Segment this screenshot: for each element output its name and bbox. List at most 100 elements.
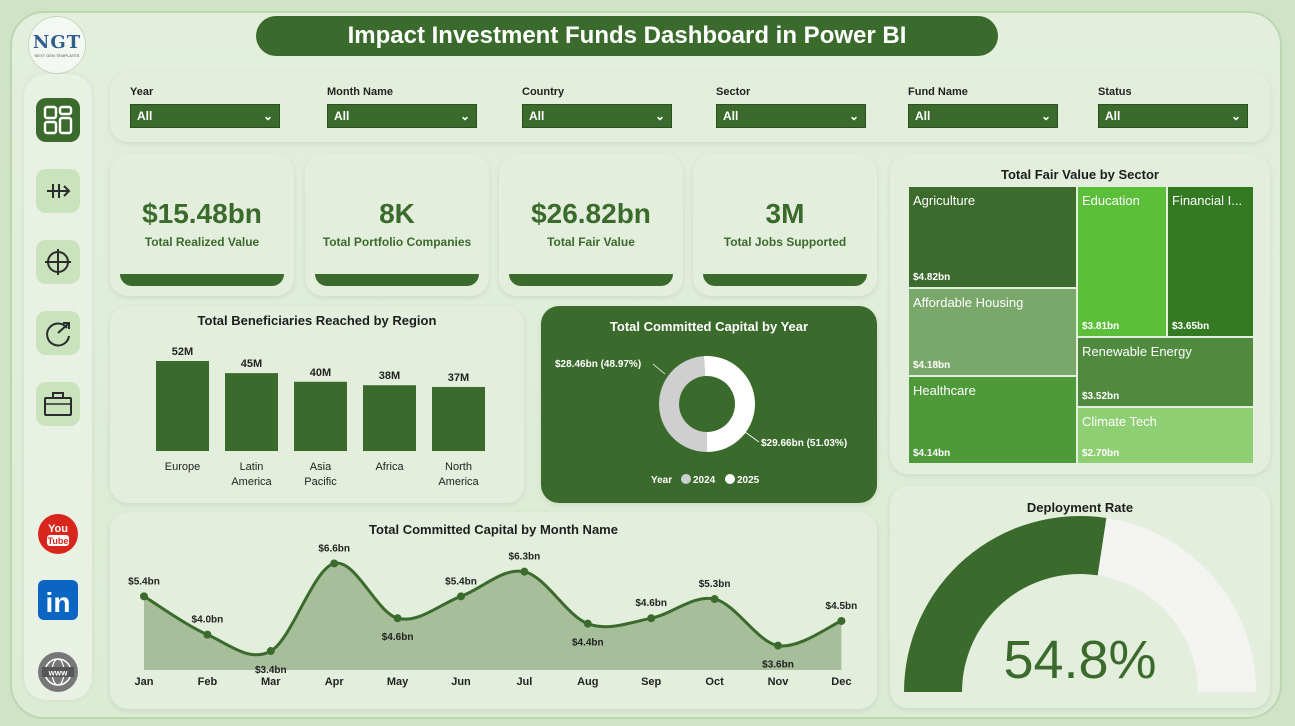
deployment-rate-gauge: 54.8% [904, 516, 1256, 692]
treemap-cell-value: $4.14bn [913, 448, 951, 459]
filter-label: Year [130, 86, 154, 98]
treemap-cell-value: $4.18bn [913, 360, 951, 371]
country-dropdown[interactable]: All ⌄ [522, 104, 672, 128]
ngt-logo: NGT NEXT GEN TEMPLATES [28, 16, 86, 74]
dropdown-value: All [334, 109, 350, 123]
chart-title: Total Committed Capital by Month Name [369, 522, 618, 537]
nav-progress-button[interactable] [36, 311, 80, 355]
treemap-cell[interactable]: Climate Tech $2.70bn [1077, 407, 1254, 464]
chevron-down-icon: ⌄ [459, 109, 470, 123]
treemap-cell-value: $3.52bn [1082, 391, 1120, 402]
x-tick-label: Sep [641, 676, 661, 688]
kpi-label: Total Jobs Supported [723, 235, 847, 249]
point-data-label: $4.6bn [382, 632, 414, 643]
youtube-icon: You Tube [38, 514, 78, 554]
status-dropdown[interactable]: All ⌄ [1098, 104, 1248, 128]
legend-marker [725, 474, 735, 484]
chevron-down-icon: ⌄ [262, 109, 273, 123]
point-data-label: $4.4bn [572, 638, 604, 649]
filter-label: Status [1098, 86, 1132, 98]
linkedin-link[interactable]: in [36, 578, 80, 622]
area-fill [144, 563, 842, 670]
fund-dropdown[interactable]: All ⌄ [908, 104, 1058, 128]
treemap-cell-label: Financial I... [1172, 193, 1243, 208]
treemap-cell-value: $4.82bn [913, 272, 951, 283]
transfer-arrows-icon [47, 184, 71, 198]
treemap-cell-label: Education [1082, 193, 1140, 208]
dropdown-value: All [1105, 109, 1121, 123]
kpi-card-portfolio-companies: 8K Total Portfolio Companies [305, 154, 489, 296]
chart-title: Deployment Rate [1026, 500, 1134, 515]
x-tick-label: Jun [451, 676, 471, 688]
data-point [837, 616, 846, 625]
treemap-cell[interactable]: Renewable Energy $3.52bn [1077, 337, 1254, 407]
dropdown-value: All [137, 109, 153, 123]
leader-line [652, 363, 666, 375]
nav-portfolio-button[interactable] [36, 382, 80, 426]
data-point [647, 614, 656, 623]
legend-title: Year [651, 475, 672, 486]
x-tick-label: May [387, 676, 409, 688]
point-data-label: $5.4bn [445, 576, 477, 587]
treemap-cell[interactable]: Education $3.81bn [1077, 186, 1167, 337]
sector-dropdown[interactable]: All ⌄ [716, 104, 866, 128]
fair-value-treemap: Agriculture $4.82bn Education $3.81bn Financ… [908, 186, 1254, 464]
treemap-cell-label: Healthcare [913, 383, 976, 398]
dropdown-value: All [915, 109, 931, 123]
data-point [710, 595, 719, 604]
kpi-card-fair-value: $26.82bn Total Fair Value [499, 154, 683, 296]
kpi-value: $15.48bn [142, 198, 262, 229]
kpi-band [315, 274, 479, 286]
point-data-label: $5.3bn [699, 579, 731, 590]
month-dropdown[interactable]: All ⌄ [327, 104, 477, 128]
dashboard-icon [43, 105, 73, 135]
nav-target-button[interactable] [36, 240, 80, 284]
nav-dashboard-button[interactable] [36, 98, 80, 142]
treemap-cell[interactable]: Healthcare $4.14bn [908, 376, 1077, 464]
x-tick-label: North [445, 461, 472, 473]
crosshair-icon [45, 249, 71, 275]
committed-capital-donut-chart: $28.46bn (48.97%) $29.66bn (51.03%) Year 20… [555, 356, 847, 486]
x-tick-label: Asia [310, 461, 332, 473]
nav-transfer-button[interactable] [36, 169, 80, 213]
x-tick-label: Dec [831, 676, 851, 688]
svg-text:in: in [46, 587, 71, 618]
data-point [393, 614, 402, 623]
deployment-rate-card: Deployment Rate 54.8% [890, 486, 1270, 708]
youtube-link[interactable]: You Tube [36, 512, 80, 556]
bar [432, 386, 485, 451]
dropdown-value: All [529, 109, 545, 123]
treemap-cell[interactable]: Financial I... $3.65bn [1167, 186, 1254, 337]
treemap-cell-value: $3.81bn [1082, 321, 1120, 332]
chart-title: Total Beneficiaries Reached by Region [197, 313, 437, 328]
beneficiaries-bar-chart: 52M Europe 45M Latin America 40M Asia Pacific 38… [156, 346, 485, 488]
logo-subtext: NEXT GEN TEMPLATES [34, 53, 80, 58]
x-tick-label: Latin [240, 461, 264, 473]
website-link[interactable]: www [36, 650, 80, 694]
filter-bar: Year All ⌄ Month Name All ⌄ Country All ⌄ S… [110, 72, 1270, 142]
point-data-label: $6.6bn [318, 543, 350, 554]
point-data-label: $4.0bn [192, 615, 224, 626]
x-tick-label: Aug [577, 676, 598, 688]
legend-label: 2025 [737, 475, 760, 486]
chevron-down-icon: ⌄ [654, 109, 665, 123]
point-data-label: $5.4bn [128, 576, 160, 587]
sidebar: You Tube in www [24, 74, 92, 700]
x-tick-label: Pacific [304, 476, 337, 488]
filter-month: Month Name All ⌄ [327, 86, 477, 128]
treemap-cell-label: Renewable Energy [1082, 344, 1192, 359]
linkedin-icon: in [38, 580, 78, 620]
point-data-label: $6.3bn [509, 552, 541, 563]
kpi-band [703, 274, 867, 286]
year-dropdown[interactable]: All ⌄ [130, 104, 280, 128]
treemap-cell[interactable]: Agriculture $4.82bn [908, 186, 1077, 288]
filter-label: Country [522, 86, 565, 98]
treemap-cell[interactable]: Affordable Housing $4.18bn [908, 288, 1077, 376]
kpi-value: $26.82bn [531, 198, 651, 229]
filter-sector: Sector All ⌄ [716, 86, 866, 128]
legend-label: 2024 [693, 475, 716, 486]
treemap-cell-value: $3.65bn [1172, 321, 1210, 332]
point-data-label: $3.4bn [255, 665, 287, 676]
data-point [203, 630, 212, 639]
